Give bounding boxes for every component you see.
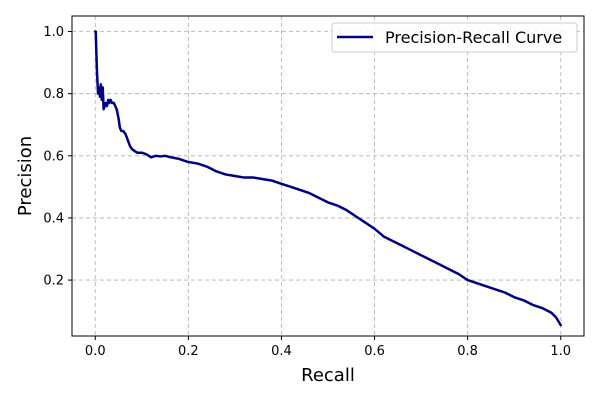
y-tick-label: 0.4	[43, 211, 64, 226]
x-tick-label: 0.4	[271, 344, 292, 359]
curve-layer	[94, 30, 562, 327]
legend-entry-label: Precision-Recall Curve	[385, 28, 562, 47]
x-tick-label: 0.8	[457, 344, 478, 359]
y-tick-label: 0.2	[43, 274, 64, 289]
grid	[72, 16, 584, 336]
x-tick-label: 0.0	[85, 344, 106, 359]
y-tick-label: 0.8	[43, 87, 64, 102]
y-axis-ticks: 0.2 0.4 0.6 0.8 1.0	[43, 25, 72, 289]
x-axis-ticks: 0.0 0.2 0.4 0.6 0.8 1.0	[85, 336, 571, 359]
x-tick-label: 0.6	[364, 344, 385, 359]
series-line-precision-recall	[94, 30, 562, 327]
x-tick-label: 0.2	[178, 344, 199, 359]
y-tick-label: 1.0	[43, 25, 64, 40]
legend-box	[331, 22, 578, 53]
plot-frame	[71, 15, 585, 337]
y-axis-label: Precision	[15, 136, 36, 216]
x-axis-label: Recall	[301, 365, 355, 386]
y-tick-label: 0.6	[43, 149, 64, 164]
x-tick-label: 1.0	[550, 344, 571, 359]
legend: Precision-Recall Curve	[331, 22, 578, 53]
